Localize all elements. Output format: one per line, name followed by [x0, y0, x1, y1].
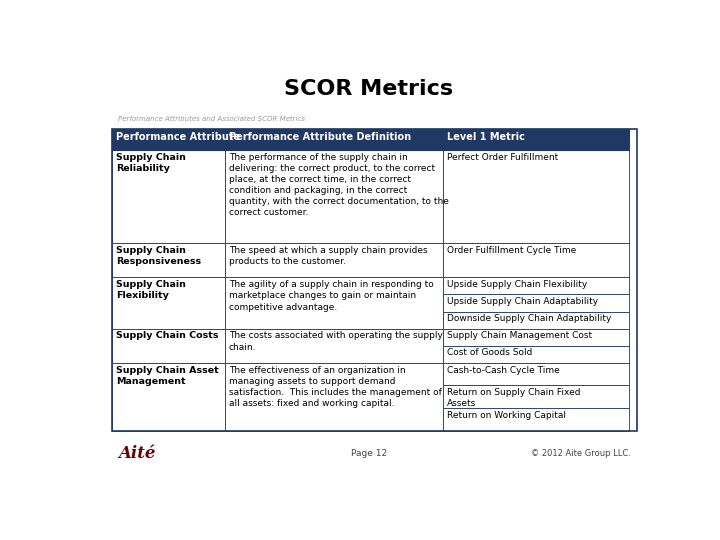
Text: Return on Working Capital: Return on Working Capital	[446, 411, 566, 420]
Bar	[443, 386, 629, 408]
Bar	[443, 328, 629, 346]
Text: Upside Supply Chain Adaptability: Upside Supply Chain Adaptability	[446, 298, 598, 306]
Text: Supply Chain Asset
Management: Supply Chain Asset Management	[116, 366, 219, 386]
Bar	[112, 278, 225, 328]
Bar	[225, 362, 443, 431]
Text: SCOR Metrics: SCOR Metrics	[284, 79, 454, 99]
Bar	[112, 328, 225, 362]
Text: Return on Supply Chain Fixed
Assets: Return on Supply Chain Fixed Assets	[446, 388, 580, 408]
Text: The performance of the supply chain in
delivering: the correct product, to the c: The performance of the supply chain in d…	[229, 153, 449, 217]
Bar	[443, 362, 629, 386]
Text: Supply Chain
Responsiveness: Supply Chain Responsiveness	[116, 246, 202, 266]
Text: Upside Supply Chain Flexibility: Upside Supply Chain Flexibility	[446, 280, 587, 289]
Bar	[443, 150, 629, 244]
Text: Supply Chain
Reliability: Supply Chain Reliability	[116, 153, 186, 173]
Text: The effectiveness of an organization in
managing assets to support demand
satisf: The effectiveness of an organization in …	[229, 366, 442, 408]
Bar	[443, 294, 629, 312]
Bar	[225, 150, 443, 244]
Text: The agility of a supply chain in responding to
marketplace changes to gain or ma: The agility of a supply chain in respond…	[229, 280, 433, 312]
Bar	[225, 129, 443, 150]
Bar	[112, 129, 225, 150]
Text: Supply Chain Management Cost: Supply Chain Management Cost	[446, 332, 592, 340]
Bar	[443, 312, 629, 328]
Bar	[112, 129, 636, 431]
Bar	[112, 150, 225, 244]
Bar	[225, 244, 443, 278]
Bar	[443, 278, 629, 294]
Text: Perfect Order Fulfillment: Perfect Order Fulfillment	[446, 153, 558, 161]
Text: Performance Attribute: Performance Attribute	[116, 132, 240, 142]
Bar	[443, 244, 629, 278]
Text: Downside Supply Chain Adaptability: Downside Supply Chain Adaptability	[446, 314, 611, 323]
Bar	[112, 362, 225, 431]
Text: Level 1 Metric: Level 1 Metric	[446, 132, 525, 142]
Text: Cash-to-Cash Cycle Time: Cash-to-Cash Cycle Time	[446, 366, 559, 375]
Text: Order Fulfillment Cycle Time: Order Fulfillment Cycle Time	[446, 246, 576, 255]
Text: © 2012 Aite Group LLC.: © 2012 Aite Group LLC.	[531, 449, 631, 458]
Bar	[443, 408, 629, 431]
Bar	[443, 129, 629, 150]
Text: Cost of Goods Sold: Cost of Goods Sold	[446, 348, 532, 357]
Bar	[225, 278, 443, 328]
Bar	[225, 328, 443, 362]
Bar	[443, 346, 629, 362]
Text: Aité: Aité	[118, 445, 156, 462]
Text: Supply Chain
Flexibility: Supply Chain Flexibility	[116, 280, 186, 300]
Text: The costs associated with operating the supply
chain.: The costs associated with operating the …	[229, 332, 443, 352]
Text: Supply Chain Costs: Supply Chain Costs	[116, 332, 219, 340]
Text: Page 12: Page 12	[351, 449, 387, 458]
Text: The speed at which a supply chain provides
products to the customer.: The speed at which a supply chain provid…	[229, 246, 428, 266]
Bar	[112, 244, 225, 278]
Text: Performance Attributes and Associated SCOR Metrics: Performance Attributes and Associated SC…	[118, 116, 305, 122]
Text: Performance Attribute Definition: Performance Attribute Definition	[229, 132, 411, 142]
